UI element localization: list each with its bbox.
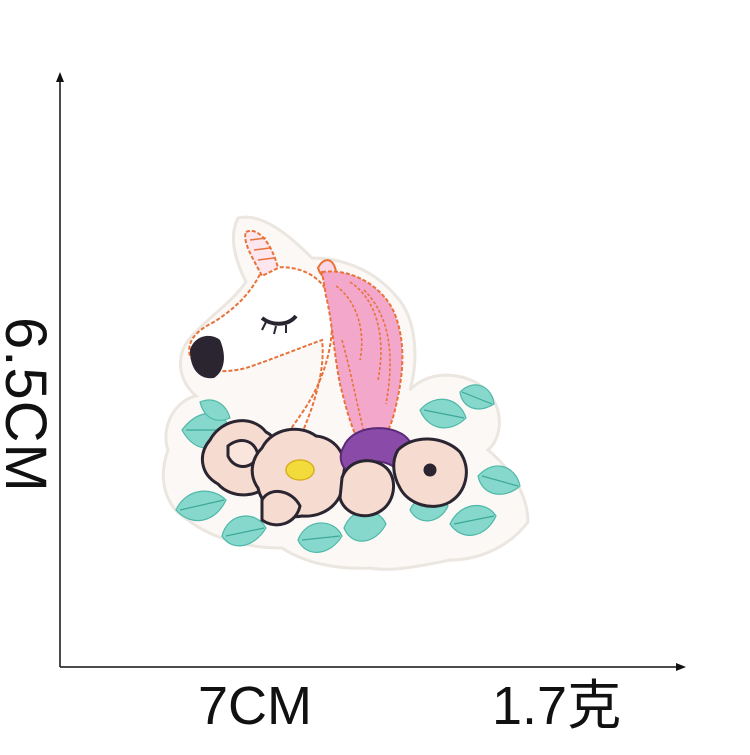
flower-right (338, 437, 468, 518)
unicorn-patch (161, 215, 530, 571)
unicorn-horn (244, 229, 280, 278)
dimension-axes (56, 72, 686, 671)
vertical-axis-arrow-icon (56, 72, 64, 82)
flowers (201, 419, 468, 527)
leaf-stems (179, 391, 519, 541)
unicorn-eye (260, 314, 298, 326)
weight-label: 1.7克 (492, 676, 622, 736)
flower-center (250, 427, 346, 527)
horizontal-axis-arrow-icon (676, 663, 686, 671)
width-dimension-label: 7CM (198, 676, 313, 736)
height-dimension-label: 6.5CM (0, 317, 58, 493)
unicorn-muzzle (190, 335, 224, 379)
